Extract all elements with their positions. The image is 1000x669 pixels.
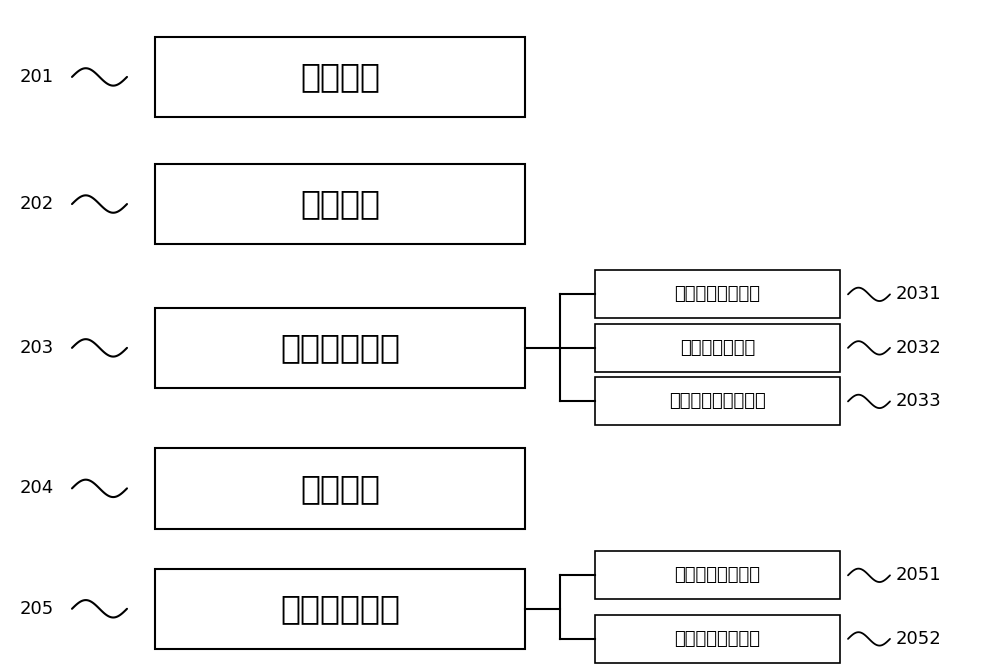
FancyBboxPatch shape: [155, 308, 525, 388]
Text: 202: 202: [20, 195, 54, 213]
Text: 获取单元: 获取单元: [300, 60, 380, 94]
Text: 2032: 2032: [896, 339, 942, 357]
FancyBboxPatch shape: [595, 377, 840, 425]
Text: 2051: 2051: [896, 567, 942, 584]
Text: 查找单元子单元: 查找单元子单元: [680, 339, 755, 357]
Text: 2033: 2033: [896, 393, 942, 410]
FancyBboxPatch shape: [595, 324, 840, 372]
Text: 205: 205: [20, 600, 54, 617]
Text: 截取单元: 截取单元: [300, 187, 380, 221]
Text: 沉降量计算子单元: 沉降量计算子单元: [674, 567, 761, 584]
FancyBboxPatch shape: [595, 615, 840, 663]
FancyBboxPatch shape: [595, 270, 840, 318]
Text: 203: 203: [20, 339, 54, 357]
FancyBboxPatch shape: [155, 37, 525, 117]
Text: 转换单元: 转换单元: [300, 472, 380, 505]
Text: 第二计算单元: 第二计算单元: [280, 592, 400, 626]
Text: 像素位置计算子单元: 像素位置计算子单元: [669, 393, 766, 410]
Text: 201: 201: [20, 68, 54, 86]
Text: 偏移量计算子单元: 偏移量计算子单元: [674, 630, 761, 648]
Text: 2031: 2031: [896, 286, 942, 303]
FancyBboxPatch shape: [155, 164, 525, 244]
FancyBboxPatch shape: [155, 448, 525, 529]
Text: 二值化单元子单元: 二值化单元子单元: [674, 286, 761, 303]
Text: 204: 204: [20, 480, 54, 497]
FancyBboxPatch shape: [155, 569, 525, 649]
Text: 2052: 2052: [896, 630, 942, 648]
FancyBboxPatch shape: [595, 551, 840, 599]
Text: 第一计算单元: 第一计算单元: [280, 331, 400, 365]
